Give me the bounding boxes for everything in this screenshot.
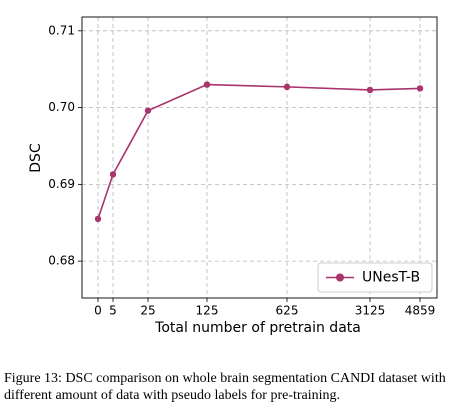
legend-label: UNesT-B bbox=[362, 270, 420, 286]
y-axis-label: DSC bbox=[28, 143, 44, 173]
point bbox=[109, 171, 117, 178]
point bbox=[366, 86, 374, 94]
x-tick-label: 625 bbox=[276, 304, 299, 318]
x-axis-label: Total number of pretrain data bbox=[154, 320, 361, 336]
point bbox=[283, 83, 291, 91]
figure-caption: Figure 13: DSC comparison on whole brain… bbox=[4, 371, 446, 403]
y-tick-label: 0.68 bbox=[48, 254, 75, 268]
legend-marker bbox=[336, 273, 344, 282]
point bbox=[144, 107, 152, 114]
y-tick-label: 0.69 bbox=[48, 177, 75, 191]
point bbox=[416, 85, 424, 92]
plot-frame bbox=[81, 16, 438, 299]
point bbox=[94, 215, 102, 223]
y-tick-label: 0.70 bbox=[48, 100, 75, 114]
x-tick-label: 5 bbox=[109, 304, 117, 318]
y-tick-label: 0.71 bbox=[48, 23, 75, 37]
x-tick-label: 0 bbox=[94, 304, 102, 318]
legend-box bbox=[317, 262, 433, 293]
x-tick-label: 125 bbox=[196, 304, 219, 318]
x-tick-label: 4859 bbox=[405, 304, 436, 318]
point bbox=[203, 81, 211, 88]
x-tick-label: 25 bbox=[140, 304, 155, 318]
series-line bbox=[97, 83, 421, 220]
x-tick-label: 3125 bbox=[355, 304, 386, 318]
chart: Total number of pretrain data DSC 0.68 0.… bbox=[28, 16, 438, 336]
